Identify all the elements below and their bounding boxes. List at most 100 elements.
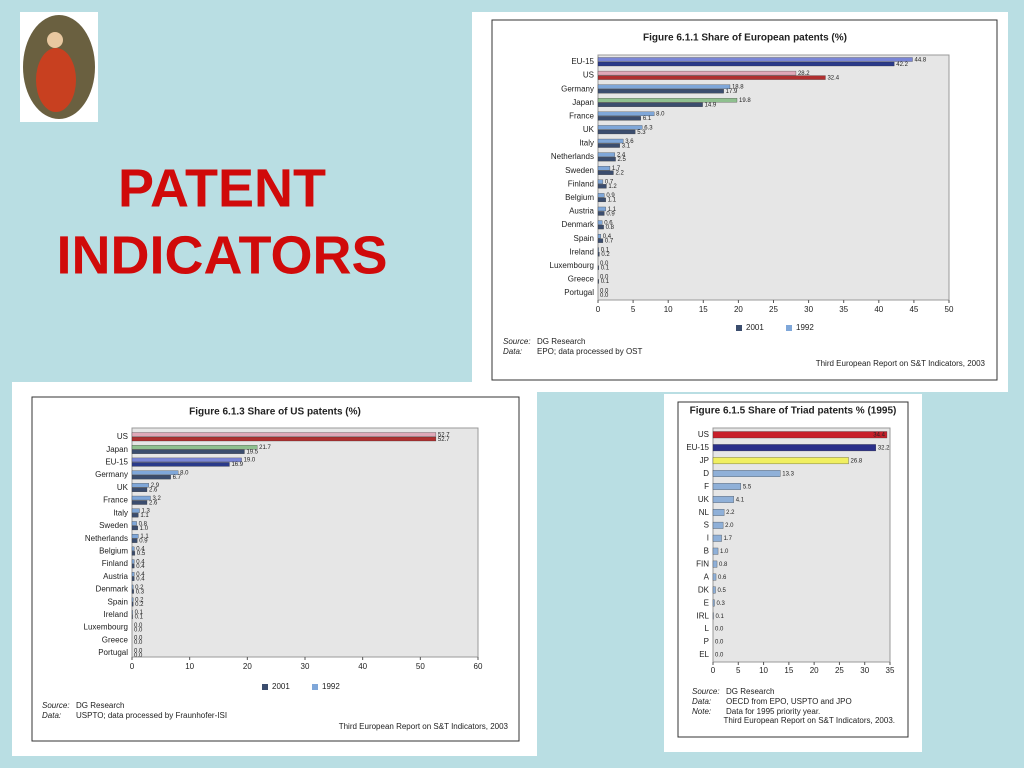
x-tick-label: 10: [759, 666, 768, 675]
value-label: 0.2: [135, 602, 144, 608]
category-label: Portugal: [564, 288, 594, 297]
value-label: 0.0: [134, 648, 143, 654]
bar: [712, 496, 734, 503]
category-label: France: [569, 111, 594, 120]
bar: [597, 129, 636, 135]
category-label: Finland: [102, 559, 128, 568]
value-label: 0.0: [134, 627, 143, 633]
value-label: 1.1: [140, 513, 149, 519]
bar: [131, 563, 135, 569]
bar: [597, 84, 731, 89]
bar: [131, 445, 258, 450]
bar: [597, 224, 604, 230]
legend-swatch: [312, 684, 318, 690]
value-label: 0.3: [717, 601, 726, 607]
category-label: Greece: [568, 275, 595, 284]
x-tick-label: 40: [874, 305, 883, 314]
bar: [131, 525, 138, 531]
value-label: 6.3: [644, 125, 653, 131]
bar: [131, 572, 135, 577]
category-label: Italy: [579, 139, 594, 148]
bar: [712, 586, 716, 594]
value-label: 21.7: [259, 445, 271, 451]
bar: [131, 462, 230, 467]
value-label: 0.1: [601, 279, 610, 285]
bar: [131, 597, 134, 602]
value-label: 18.8: [732, 85, 744, 91]
bar: [712, 457, 849, 465]
category-label: Portugal: [98, 648, 128, 657]
value-label: 52.7: [438, 437, 450, 443]
bar: [131, 449, 245, 454]
category-label: E: [704, 598, 709, 607]
value-label: 0.4: [603, 234, 612, 240]
value-label: 19.5: [246, 450, 258, 456]
category-label: UK: [117, 483, 129, 492]
note-text: EPO; data processed by OST: [537, 347, 642, 356]
x-tick-label: 20: [810, 666, 819, 675]
bar: [131, 551, 136, 556]
value-label: 0.0: [134, 653, 143, 659]
legend-swatch: [786, 325, 792, 331]
footer: Third European Report on S&T Indicators,…: [816, 359, 986, 368]
value-label: 0.8: [719, 562, 728, 568]
category-label: Germany: [561, 84, 594, 93]
category-label: EL: [699, 650, 709, 659]
bar: [131, 533, 139, 539]
category-label: Ireland: [104, 610, 128, 619]
bar: [597, 279, 599, 284]
note-label: Source:: [503, 337, 531, 346]
portrait-figure: [36, 48, 76, 112]
bar: [597, 89, 724, 94]
note-text: OECD from EPO, USPTO and JPO: [726, 697, 852, 706]
bar: [597, 206, 606, 212]
bar: [597, 184, 607, 189]
note-label: Source:: [42, 701, 70, 710]
frame: [677, 401, 909, 738]
category-label: US: [698, 430, 709, 439]
x-tick-label: 30: [301, 662, 310, 671]
footer: Third European Report on S&T Indicators,…: [723, 716, 895, 725]
value-label: 32.4: [827, 75, 839, 81]
x-tick-label: 10: [664, 305, 673, 314]
value-label: 0.2: [601, 252, 610, 258]
bar: [131, 495, 151, 501]
plot-area: [712, 427, 891, 663]
value-label: 2.2: [615, 171, 624, 177]
x-tick-label: 35: [886, 666, 895, 675]
x-tick-label: 10: [185, 662, 194, 671]
legend-label: 2001: [746, 323, 764, 332]
note-text: Data for 1995 priority year.: [726, 707, 820, 716]
category-label: JP: [700, 456, 709, 465]
bar: [597, 116, 641, 121]
x-tick-label: 40: [358, 662, 367, 671]
x-tick-label: 5: [631, 305, 636, 314]
note-text: DG Research: [537, 337, 585, 346]
bar: [597, 166, 611, 171]
value-label: 34.4: [873, 433, 885, 439]
bar: [131, 483, 149, 488]
category-label: Netherlands: [85, 534, 128, 543]
bar: [712, 508, 725, 516]
value-label: 13.3: [782, 471, 794, 477]
category-label: EU-15: [571, 57, 594, 66]
category-label: Ireland: [570, 247, 594, 256]
value-label: 0.4: [136, 572, 145, 578]
category-label: Japan: [106, 445, 128, 454]
legend-label: 1992: [796, 323, 814, 332]
value-label: 0.1: [601, 266, 610, 272]
note-label: Data:: [503, 347, 522, 356]
value-label: 8.0: [180, 470, 189, 476]
bar: [597, 75, 826, 80]
bar: [131, 614, 133, 620]
category-label: UK: [698, 495, 710, 504]
bar: [131, 538, 138, 543]
bar: [131, 470, 179, 475]
value-label: 5.3: [637, 130, 646, 136]
note-label: Note:: [692, 707, 711, 716]
x-tick-label: 20: [243, 662, 252, 671]
portrait-head: [47, 32, 63, 48]
bar: [597, 70, 797, 76]
value-label: 0.0: [715, 627, 724, 633]
value-label: 0.2: [135, 585, 144, 591]
